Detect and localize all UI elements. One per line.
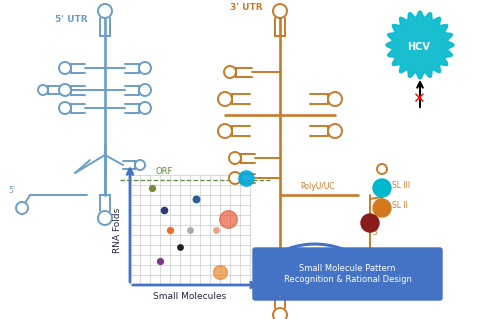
Circle shape [273,4,287,18]
Circle shape [328,124,342,138]
Point [160,208,168,213]
Point [213,227,220,233]
Text: 3': 3' [372,228,379,237]
Circle shape [373,199,391,217]
Circle shape [273,308,287,319]
Circle shape [59,84,71,96]
Text: SL II: SL II [392,201,408,210]
Circle shape [224,66,236,78]
Text: 5': 5' [8,186,15,195]
Circle shape [98,211,112,225]
Point [242,176,250,181]
Circle shape [373,179,391,197]
Text: ✕: ✕ [412,91,425,106]
Circle shape [363,268,377,282]
Text: 5' UTR: 5' UTR [55,15,88,24]
Text: SL III: SL III [392,181,410,190]
Point [225,217,232,222]
Text: HCV: HCV [407,42,430,52]
Text: Small Molecule Pattern
Recognition & Rational Design: Small Molecule Pattern Recognition & Rat… [284,264,411,284]
Text: ORF: ORF [155,167,172,176]
Point [156,258,164,263]
Circle shape [16,202,28,214]
Point [186,227,194,233]
Circle shape [229,172,241,184]
Circle shape [135,160,145,170]
Circle shape [139,62,151,74]
Point [192,197,200,202]
Point [216,269,224,274]
Circle shape [328,92,342,106]
Circle shape [59,62,71,74]
FancyBboxPatch shape [253,248,442,300]
Text: RNA Folds: RNA Folds [113,207,122,253]
Circle shape [229,152,241,164]
Point [148,186,156,191]
Text: Small Molecules: Small Molecules [154,292,227,301]
Circle shape [218,92,232,106]
Text: SL I: SL I [345,268,359,277]
Point [177,244,184,249]
Circle shape [139,102,151,114]
Polygon shape [386,11,454,79]
Circle shape [59,102,71,114]
Circle shape [38,85,48,95]
Circle shape [361,214,379,232]
Circle shape [218,124,232,138]
Circle shape [377,164,387,174]
Circle shape [98,4,112,18]
Text: PolyU/UC: PolyU/UC [300,182,335,191]
Point [166,227,173,233]
Text: 3' UTR: 3' UTR [230,3,263,12]
Circle shape [139,84,151,96]
Circle shape [377,181,387,191]
